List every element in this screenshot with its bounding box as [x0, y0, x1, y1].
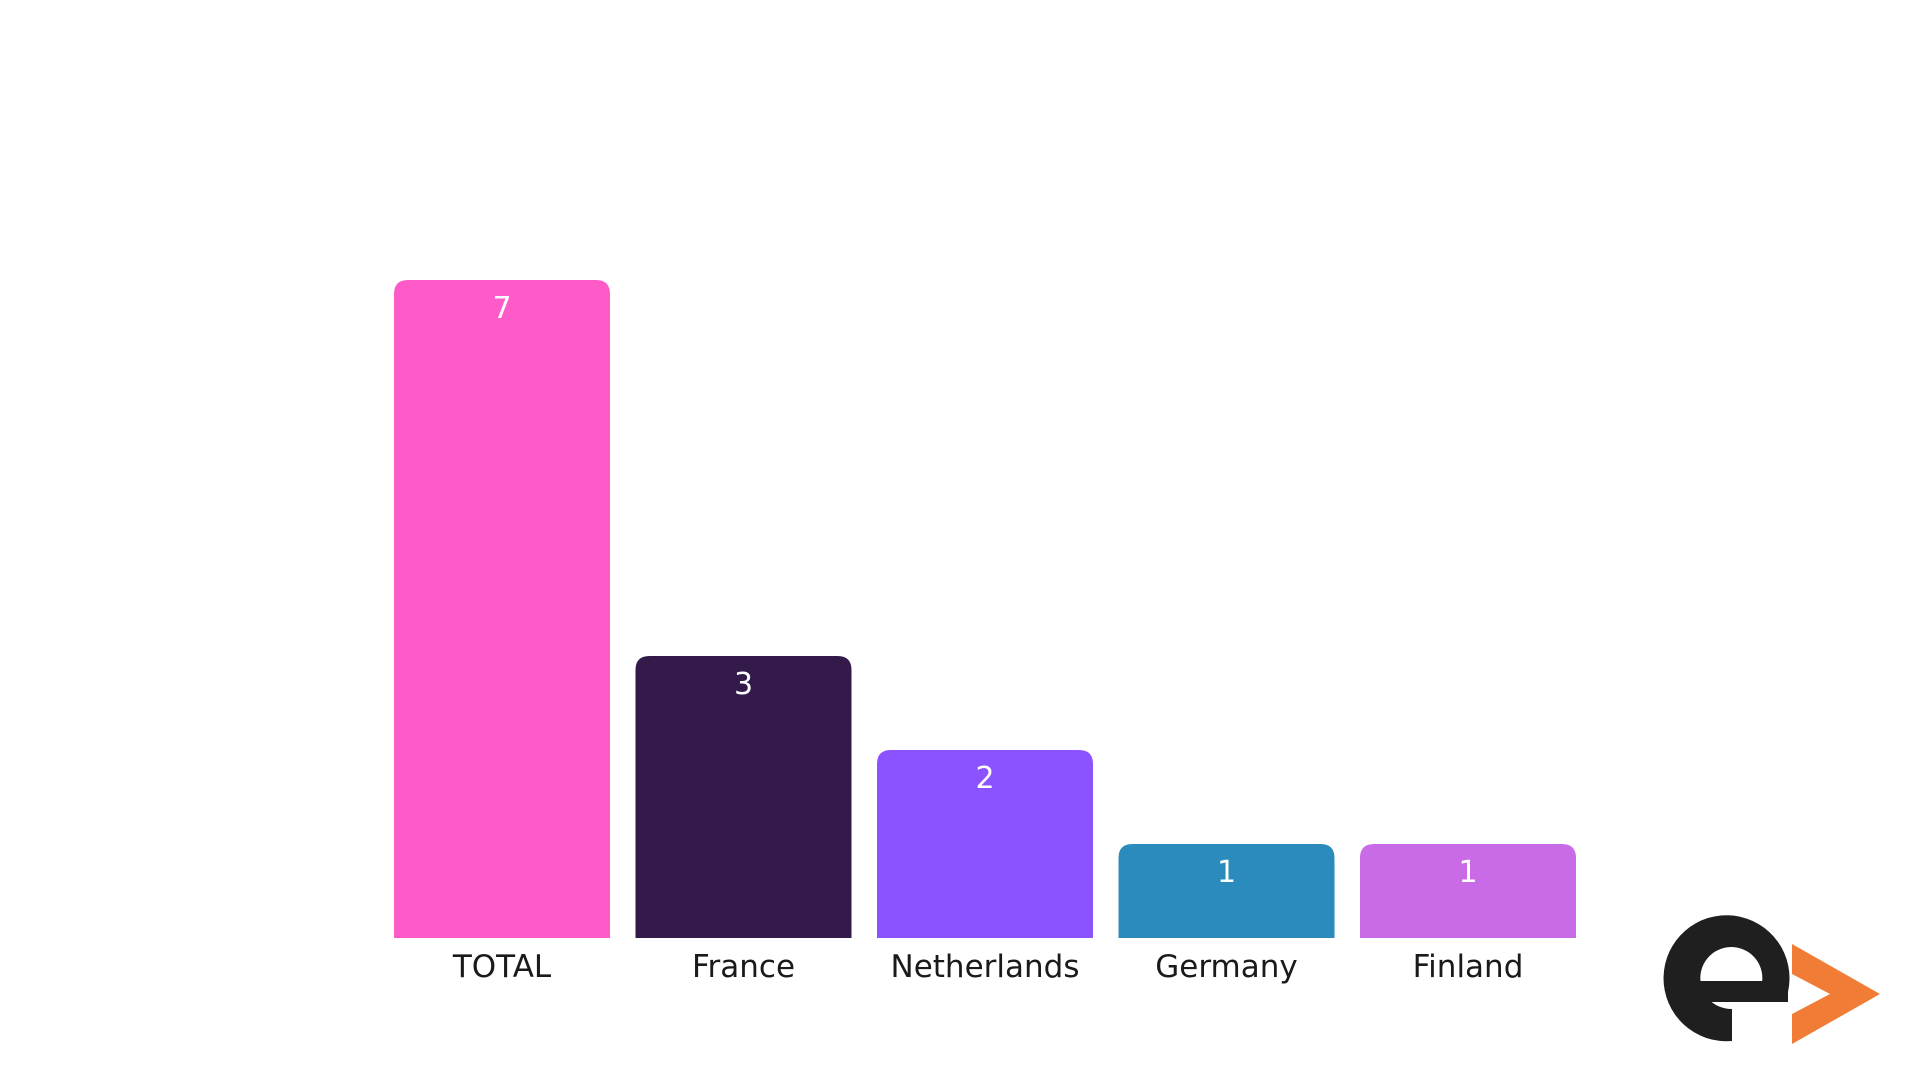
x-tick-label-finland: Finland	[1413, 949, 1524, 985]
x-tick-label-germany: Germany	[1155, 949, 1297, 985]
data-label-germany: 1	[1217, 855, 1236, 890]
brand-logo	[1663, 915, 1880, 1044]
logo-letter-e-bar	[1690, 981, 1788, 1002]
category-labels-group: 7 TOTAL 3 France 2 Netherlands 1 Germany 1 Finlan…	[452, 291, 1524, 985]
bar-finland	[1360, 844, 1576, 938]
bar-france	[635, 656, 852, 938]
bar-total	[394, 280, 610, 938]
data-label-total: 7	[492, 291, 511, 326]
logo-arrow-icon	[1792, 944, 1880, 1044]
data-label-netherlands: 2	[975, 761, 994, 796]
data-label-finland: 1	[1458, 855, 1477, 890]
x-tick-label-total: TOTAL	[452, 949, 552, 985]
x-tick-label-france: France	[692, 949, 795, 985]
bar-netherlands	[877, 750, 1093, 938]
x-tick-label-netherlands: Netherlands	[891, 949, 1080, 985]
bar-germany	[1118, 844, 1335, 938]
data-label-france: 3	[734, 667, 753, 702]
logo-letter-e-icon	[1663, 915, 1790, 1042]
bars-group	[394, 280, 1576, 938]
